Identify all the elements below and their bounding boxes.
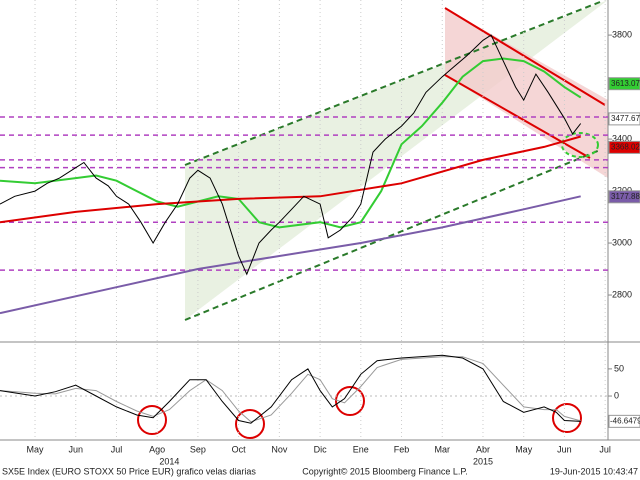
x-tick-label: Ago <box>149 444 165 454</box>
y-tick-label: 3800 <box>612 29 632 39</box>
osc-signal <box>0 356 581 423</box>
x-tick-label: Oct <box>232 444 247 454</box>
x-tick-label: Ene <box>353 444 369 454</box>
footer-center: Copyright© 2015 Bloomberg Finance L.P. <box>302 466 468 476</box>
year-label: 2014 <box>159 456 179 466</box>
x-tick-label: Sep <box>190 444 206 454</box>
x-tick-label: Feb <box>394 444 410 454</box>
y-tick-label: 3400 <box>612 133 632 143</box>
moving-average <box>0 195 581 315</box>
osc-line <box>0 354 581 424</box>
footer-left: SX5E Index (EURO STOXX 50 Price EUR) gra… <box>2 466 256 476</box>
signal-circle <box>235 409 265 439</box>
y-tick-label: 3000 <box>612 237 632 247</box>
x-tick-label: Jun <box>557 444 572 454</box>
signal-circle <box>335 386 365 416</box>
footer-right: 19-Jun-2015 10:43:47 <box>550 466 638 476</box>
x-tick-label: Jul <box>111 444 123 454</box>
x-tick-label: Jul <box>599 444 611 454</box>
moving-average <box>0 57 582 229</box>
price-tag <box>608 77 640 91</box>
price-line <box>0 34 582 276</box>
price-tag-label: 3177.88 <box>611 192 640 201</box>
x-tick-label: May <box>515 444 533 454</box>
x-tick-label: May <box>27 444 45 454</box>
x-tick-label: Mar <box>435 444 451 454</box>
year-label: 2015 <box>473 456 493 466</box>
osc-tag-label: -46.6479 <box>610 416 640 425</box>
channel-upper <box>184 1 601 166</box>
y-tick-label: 2800 <box>612 289 632 299</box>
x-tick-label: Nov <box>271 444 288 454</box>
x-tick-label: Abr <box>476 444 490 454</box>
down-upper <box>444 7 606 106</box>
channel-lower <box>184 149 601 321</box>
price-tag <box>608 140 640 154</box>
price-tag <box>608 190 640 204</box>
osc-tag <box>608 414 640 428</box>
osc-tick-label: 50 <box>614 363 624 373</box>
price-tag-label: 3477.67 <box>611 114 640 123</box>
signal-circle <box>137 405 167 435</box>
osc-tick-label: 0 <box>614 390 619 400</box>
price-tag-label: 3613.07 <box>611 79 640 88</box>
x-tick-label: Jun <box>68 444 83 454</box>
x-tick-label: Dic <box>314 444 327 454</box>
highlight <box>561 132 599 158</box>
price-tag-label: 3368.02 <box>611 142 640 151</box>
moving-average <box>0 135 581 224</box>
signal-circle <box>552 403 582 433</box>
price-tag <box>608 112 640 126</box>
